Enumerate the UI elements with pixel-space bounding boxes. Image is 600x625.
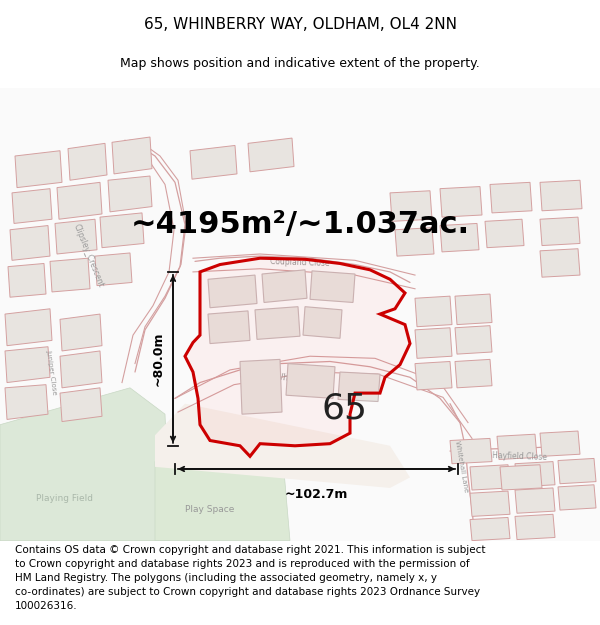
Polygon shape <box>515 488 555 513</box>
Polygon shape <box>286 364 335 398</box>
Polygon shape <box>338 372 380 401</box>
Text: Hayfield Close: Hayfield Close <box>493 451 548 462</box>
Polygon shape <box>10 226 50 261</box>
Text: 65: 65 <box>322 392 368 426</box>
Polygon shape <box>455 326 492 354</box>
Polygon shape <box>395 228 434 256</box>
Polygon shape <box>303 307 342 338</box>
Text: Whinberry Way: Whinberry Way <box>275 372 335 389</box>
Text: Playing Field: Playing Field <box>37 494 94 503</box>
Polygon shape <box>240 359 282 414</box>
Polygon shape <box>515 462 555 487</box>
Polygon shape <box>470 518 510 541</box>
Polygon shape <box>515 514 555 539</box>
Polygon shape <box>55 219 97 254</box>
Text: ~102.7m: ~102.7m <box>285 488 348 501</box>
Polygon shape <box>190 146 237 179</box>
Polygon shape <box>68 143 107 180</box>
Polygon shape <box>57 182 102 219</box>
Polygon shape <box>255 307 300 339</box>
Text: ~4195m²/~1.037ac.: ~4195m²/~1.037ac. <box>130 210 470 239</box>
Text: Juniper Close: Juniper Close <box>46 349 58 395</box>
Polygon shape <box>8 264 46 298</box>
Polygon shape <box>15 151 62 188</box>
Text: Play Space: Play Space <box>185 504 235 514</box>
Text: Clipsley_Crescent: Clipsley_Crescent <box>71 223 105 289</box>
Text: Whitehall Lane: Whitehall Lane <box>455 441 469 493</box>
Polygon shape <box>415 296 452 327</box>
Text: Map shows position and indicative extent of the property.: Map shows position and indicative extent… <box>120 56 480 69</box>
Polygon shape <box>390 191 432 221</box>
Text: Coupland Close: Coupland Close <box>270 257 330 268</box>
Polygon shape <box>497 434 537 459</box>
Polygon shape <box>60 314 102 351</box>
Polygon shape <box>155 414 290 541</box>
Polygon shape <box>155 404 410 488</box>
Polygon shape <box>455 294 492 324</box>
Polygon shape <box>208 275 257 308</box>
Polygon shape <box>470 465 510 490</box>
Polygon shape <box>540 180 582 211</box>
Polygon shape <box>440 223 479 252</box>
Polygon shape <box>108 176 152 212</box>
Polygon shape <box>0 88 600 541</box>
Polygon shape <box>5 384 48 419</box>
Text: 65, WHINBERRY WAY, OLDHAM, OL4 2NN: 65, WHINBERRY WAY, OLDHAM, OL4 2NN <box>143 17 457 32</box>
Polygon shape <box>470 491 510 516</box>
Polygon shape <box>450 438 492 464</box>
Polygon shape <box>415 328 452 358</box>
Polygon shape <box>540 431 580 456</box>
Polygon shape <box>540 217 580 246</box>
Polygon shape <box>540 249 580 277</box>
Polygon shape <box>100 213 144 248</box>
Polygon shape <box>50 258 90 292</box>
Polygon shape <box>95 253 132 286</box>
Polygon shape <box>440 186 482 217</box>
Text: Contains OS data © Crown copyright and database right 2021. This information is : Contains OS data © Crown copyright and d… <box>15 545 485 611</box>
Polygon shape <box>0 388 170 541</box>
Polygon shape <box>112 137 152 174</box>
Polygon shape <box>558 458 596 484</box>
Polygon shape <box>485 219 524 248</box>
Polygon shape <box>248 138 294 172</box>
Polygon shape <box>5 309 52 346</box>
Polygon shape <box>415 361 452 390</box>
Polygon shape <box>500 465 542 490</box>
Polygon shape <box>490 182 532 213</box>
Polygon shape <box>12 189 52 223</box>
Polygon shape <box>60 388 102 421</box>
Polygon shape <box>5 347 50 382</box>
Polygon shape <box>310 271 355 302</box>
Text: ~80.0m: ~80.0m <box>152 332 165 386</box>
Polygon shape <box>262 270 307 302</box>
Polygon shape <box>558 485 596 510</box>
Polygon shape <box>208 311 250 344</box>
Polygon shape <box>60 351 102 388</box>
Polygon shape <box>455 359 492 388</box>
